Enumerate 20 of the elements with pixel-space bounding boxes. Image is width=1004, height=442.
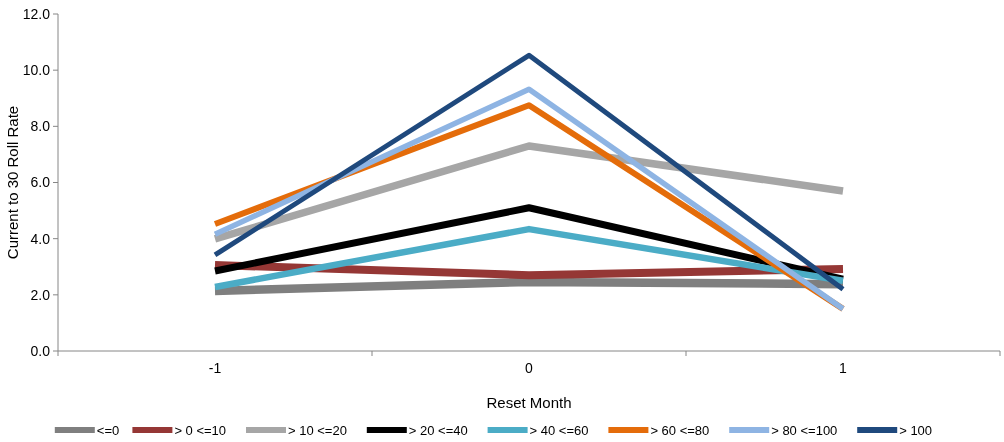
legend-label: > 40 <=60: [529, 422, 589, 438]
y-tick-label: 2.0: [30, 286, 51, 303]
legend-label: <=0: [96, 422, 120, 438]
legend-label: > 0 <=10: [174, 422, 227, 438]
legend-label: > 10 <=20: [288, 422, 347, 438]
y-tick-label: 12.0: [22, 5, 51, 22]
legend-label: > 20 <=40: [408, 422, 468, 438]
legend-label: > 60 <=80: [650, 422, 710, 438]
x-axis-title: Reset Month: [486, 394, 572, 411]
y-tick-label: 4.0: [30, 230, 51, 247]
y-tick-label: 8.0: [30, 118, 51, 135]
y-axis-title: Current to 30 Roll Rate: [4, 105, 21, 260]
x-tick-label: -1: [208, 360, 222, 376]
y-tick-label: 10.0: [22, 62, 51, 79]
y-tick-label: 0.0: [30, 342, 51, 359]
legend-label: > 80 <=100: [771, 422, 838, 438]
legend-label: > 100: [899, 422, 933, 438]
x-tick-label: 0: [525, 360, 534, 376]
x-tick-label: 1: [839, 360, 848, 376]
y-tick-label: 6.0: [30, 174, 51, 191]
